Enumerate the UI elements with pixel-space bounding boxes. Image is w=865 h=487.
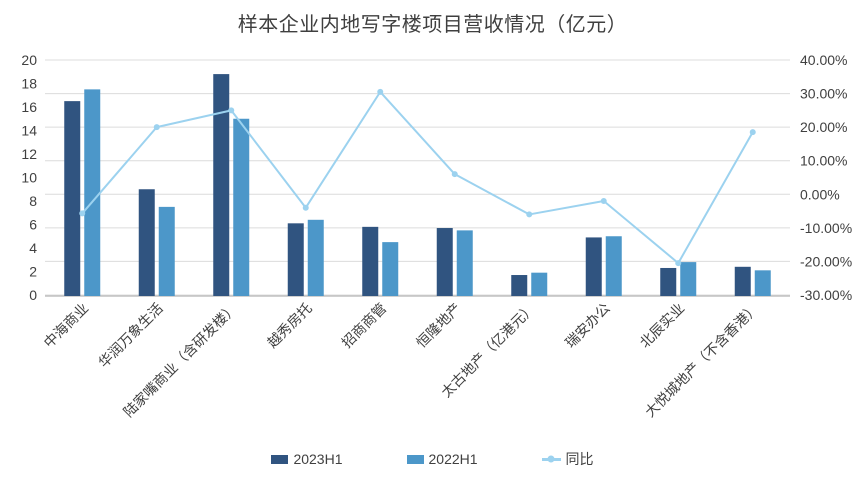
right-axis-tick-label: -10.00%	[800, 220, 852, 236]
left-axis-tick-label: 18	[21, 76, 37, 92]
bar-2022H1	[680, 262, 697, 296]
yoy-line-marker	[749, 129, 756, 136]
legend-line-marker-icon	[541, 455, 561, 463]
category-label: 瑞安办公	[562, 300, 613, 351]
bar-2022H1	[382, 242, 399, 296]
yoy-line-marker	[377, 88, 384, 95]
bar-2023H1	[585, 237, 602, 296]
left-axis-tick-label: 4	[29, 240, 37, 256]
right-axis-tick-label: -20.00%	[800, 253, 852, 269]
bar-2023H1	[436, 228, 453, 296]
bar-2023H1	[734, 266, 751, 296]
bar-2023H1	[362, 226, 379, 296]
bar-2023H1	[511, 275, 528, 296]
bar-2022H1	[531, 272, 548, 296]
bar-2023H1	[138, 189, 155, 296]
yoy-line-marker	[526, 211, 533, 218]
legend-label-yoy: 同比	[565, 451, 594, 467]
bar-2022H1	[605, 236, 622, 296]
bar-2022H1	[456, 230, 473, 296]
legend-item-yoy: 同比	[541, 449, 594, 469]
bar-2023H1	[213, 74, 230, 296]
bar-2022H1	[754, 270, 771, 296]
bar-2022H1	[158, 206, 175, 296]
left-axis-tick-label: 8	[29, 193, 37, 209]
bar-2023H1	[660, 267, 677, 296]
right-axis-tick-label: 30.00%	[800, 86, 847, 102]
left-axis-tick-label: 12	[21, 146, 37, 162]
right-axis-tick-label: 0.00%	[800, 186, 840, 202]
bar-2023H1	[287, 223, 304, 296]
legend-label-2022h1: 2022H1	[428, 451, 478, 467]
yoy-line-marker	[451, 171, 458, 178]
left-axis-tick-label: 0	[29, 287, 37, 303]
yoy-line-marker	[675, 260, 682, 267]
bar-2023H1	[64, 101, 81, 296]
legend-swatch-2023h1-icon	[271, 454, 289, 464]
yoy-line-marker	[79, 210, 86, 217]
category-label: 恒隆地产	[413, 300, 464, 351]
chart-legend: 2023H1 2022H1 同比	[0, 449, 865, 469]
left-axis-tick-label: 16	[21, 99, 37, 115]
yoy-line-marker	[600, 198, 607, 204]
category-label: 中海商业	[40, 300, 91, 351]
legend-swatch-2022h1-icon	[406, 454, 424, 464]
yoy-line-marker	[228, 107, 235, 114]
category-label: 越秀房托	[264, 300, 315, 351]
right-axis-tick-label: 10.00%	[800, 153, 847, 169]
legend-label-2023h1: 2023H1	[293, 451, 343, 467]
left-axis-tick-label: 2	[29, 264, 37, 280]
right-axis-tick-label: 40.00%	[800, 52, 847, 68]
legend-item-2022h1: 2022H1	[406, 451, 478, 467]
yoy-line	[81, 90, 754, 265]
category-label: 华润万象生活	[95, 300, 166, 371]
yoy-line-marker	[302, 204, 309, 211]
chart-title: 样本企业内地写字楼项目营收情况（亿元）	[237, 14, 628, 36]
category-label: 北辰实业	[636, 300, 687, 351]
bar-2022H1	[233, 118, 250, 296]
right-axis-tick-label: 20.00%	[800, 119, 847, 135]
yoy-line-marker	[153, 124, 160, 131]
right-axis-tick-label: -30.00%	[800, 287, 852, 303]
legend-line-dot-icon	[547, 455, 555, 463]
category-label: 招商商管	[338, 300, 389, 351]
left-axis-tick-label: 10	[21, 170, 37, 186]
bar-2022H1	[84, 89, 101, 296]
bar-2022H1	[307, 219, 324, 296]
left-axis-tick-label: 14	[21, 123, 37, 139]
left-axis-tick-label: 20	[21, 52, 37, 68]
left-axis-tick-label: 6	[29, 217, 37, 233]
legend-item-2023h1: 2023H1	[271, 451, 343, 467]
